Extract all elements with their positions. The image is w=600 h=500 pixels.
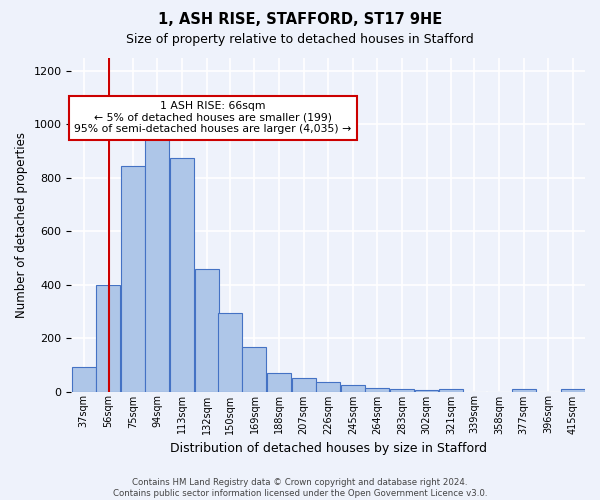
Bar [97,284,120,392]
Bar [292,378,316,392]
Text: Size of property relative to detached houses in Stafford: Size of property relative to detached ho… [126,32,474,46]
Bar [170,158,194,392]
Y-axis label: Number of detached properties: Number of detached properties [15,132,28,318]
Bar [121,166,145,392]
Bar [561,389,584,392]
Bar [72,368,95,392]
Bar [242,348,266,392]
Bar [145,135,169,392]
Text: 1, ASH RISE, STAFFORD, ST17 9HE: 1, ASH RISE, STAFFORD, ST17 9HE [158,12,442,28]
Bar [415,390,439,392]
X-axis label: Distribution of detached houses by size in Stafford: Distribution of detached houses by size … [170,442,487,455]
Bar [194,268,218,392]
Bar [267,373,291,392]
Text: Contains HM Land Registry data © Crown copyright and database right 2024.
Contai: Contains HM Land Registry data © Crown c… [113,478,487,498]
Bar [439,389,463,392]
Bar [390,390,414,392]
Bar [512,389,536,392]
Bar [316,382,340,392]
Bar [365,388,389,392]
Bar [341,385,365,392]
Bar [218,312,242,392]
Text: 1 ASH RISE: 66sqm
← 5% of detached houses are smaller (199)
95% of semi-detached: 1 ASH RISE: 66sqm ← 5% of detached house… [74,101,351,134]
